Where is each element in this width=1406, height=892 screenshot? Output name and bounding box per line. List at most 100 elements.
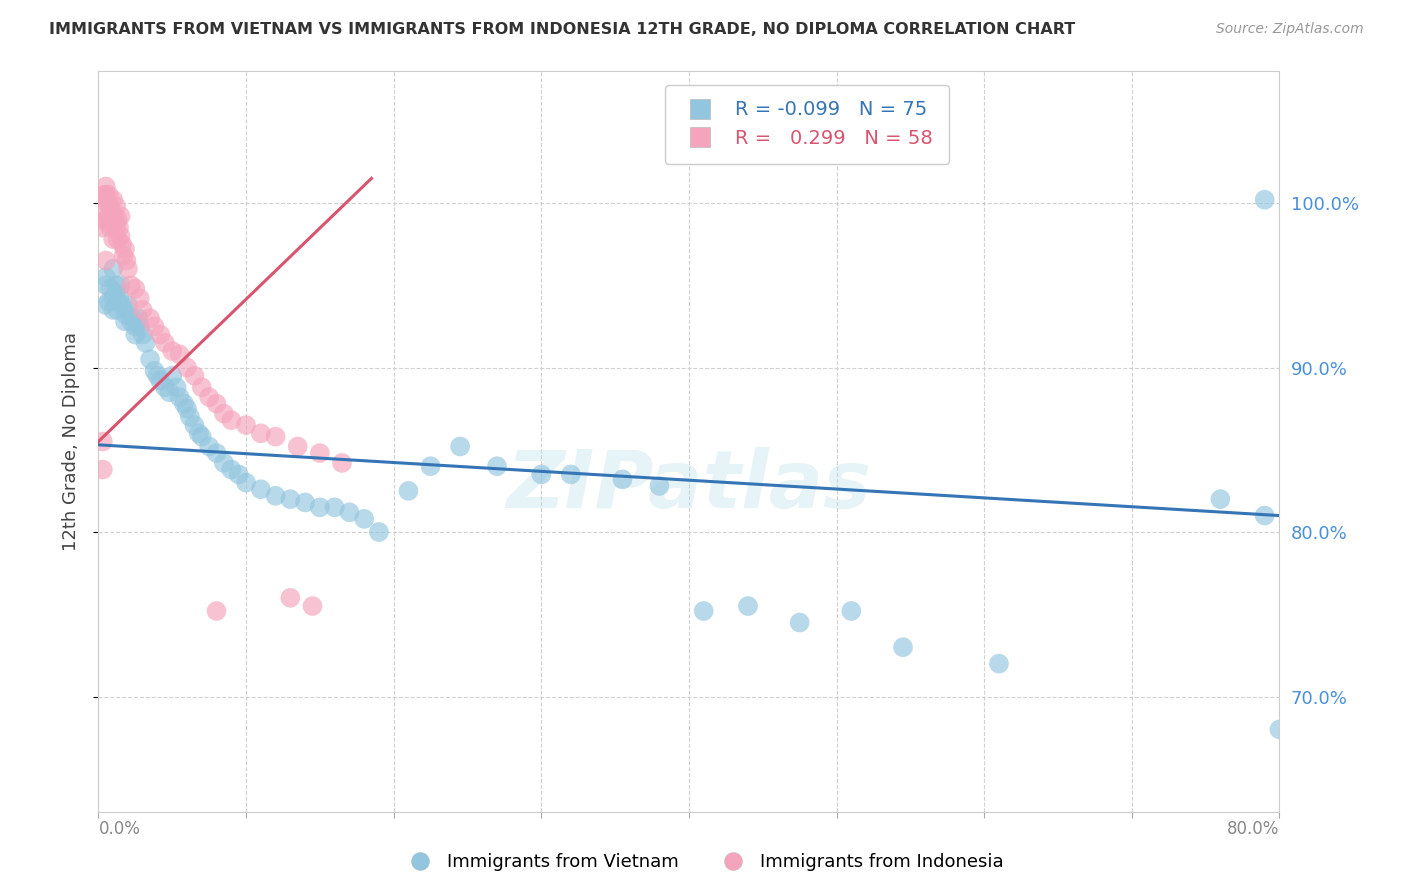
Point [264, 429, 287, 443]
Point [153, 380, 176, 394]
Point [309, 446, 332, 460]
Point [191, 429, 214, 443]
Point [166, 380, 188, 394]
Point [111, 237, 134, 252]
Point [93, 187, 115, 202]
Point [157, 385, 180, 400]
Point [198, 390, 221, 404]
Y-axis label: 12th Grade, No Diploma: 12th Grade, No Diploma [62, 332, 80, 551]
Point [988, 657, 1011, 671]
Point [841, 604, 863, 618]
Point [108, 290, 131, 304]
Point [294, 495, 316, 509]
Point [103, 193, 125, 207]
Point [128, 292, 150, 306]
Point [97, 187, 120, 202]
Point [117, 261, 139, 276]
Point [105, 278, 128, 293]
Point [108, 220, 131, 235]
Point [143, 364, 166, 378]
Point [1254, 508, 1277, 523]
Point [250, 426, 273, 441]
Point [94, 278, 117, 293]
Point [105, 220, 128, 235]
Point [107, 232, 129, 246]
Point [98, 281, 121, 295]
Point [149, 374, 172, 388]
Point [221, 413, 243, 427]
Point [212, 407, 235, 421]
Point [1209, 492, 1232, 507]
Text: 80.0%: 80.0% [1227, 820, 1279, 838]
Point [91, 434, 114, 449]
Legend: R = -0.099   N = 75, R =   0.299   N = 58: R = -0.099 N = 75, R = 0.299 N = 58 [665, 85, 949, 163]
Point [93, 204, 115, 219]
Point [264, 489, 287, 503]
Point [146, 368, 169, 383]
Point [103, 232, 125, 246]
Point [205, 446, 228, 460]
Point [121, 311, 143, 326]
Point [110, 209, 132, 223]
Point [280, 492, 302, 507]
Legend: Immigrants from Vietnam, Immigrants from Indonesia: Immigrants from Vietnam, Immigrants from… [395, 847, 1011, 879]
Point [212, 456, 235, 470]
Point [114, 302, 136, 317]
Point [149, 327, 172, 342]
Point [648, 479, 671, 493]
Point [179, 409, 201, 424]
Text: Source: ZipAtlas.com: Source: ZipAtlas.com [1216, 22, 1364, 37]
Point [114, 242, 136, 256]
Point [110, 228, 132, 243]
Point [97, 294, 120, 309]
Point [143, 319, 166, 334]
Point [111, 298, 134, 312]
Point [205, 397, 228, 411]
Point [173, 397, 195, 411]
Point [91, 220, 114, 235]
Point [94, 298, 117, 312]
Point [124, 281, 146, 295]
Point [205, 604, 228, 618]
Point [139, 311, 162, 326]
Point [105, 199, 128, 213]
Point [153, 335, 176, 350]
Point [112, 249, 135, 263]
Point [693, 604, 716, 618]
Point [127, 311, 149, 326]
Point [115, 308, 138, 322]
Point [96, 216, 118, 230]
Point [339, 505, 361, 519]
Point [103, 261, 125, 276]
Point [398, 483, 420, 498]
Point [353, 512, 375, 526]
Point [169, 347, 191, 361]
Point [1254, 193, 1277, 207]
Point [100, 204, 122, 219]
Point [612, 472, 634, 486]
Point [98, 220, 121, 235]
Point [368, 524, 391, 539]
Point [176, 401, 198, 416]
Point [280, 591, 302, 605]
Point [250, 482, 273, 496]
Point [132, 327, 155, 342]
Text: ZIPatlas: ZIPatlas [506, 447, 872, 525]
Point [891, 640, 914, 655]
Point [91, 462, 114, 476]
Point [94, 212, 117, 227]
Point [198, 440, 221, 454]
Point [98, 199, 121, 213]
Text: IMMIGRANTS FROM VIETNAM VS IMMIGRANTS FROM INDONESIA 12TH GRADE, NO DIPLOMA CORR: IMMIGRANTS FROM VIETNAM VS IMMIGRANTS FR… [49, 22, 1076, 37]
Point [114, 314, 136, 328]
Point [124, 327, 146, 342]
Text: 0.0%: 0.0% [98, 820, 141, 838]
Point [107, 302, 129, 317]
Point [110, 278, 132, 293]
Point [117, 298, 139, 312]
Point [228, 467, 250, 482]
Point [187, 426, 209, 441]
Point [162, 368, 183, 383]
Point [183, 418, 205, 433]
Point [104, 209, 127, 223]
